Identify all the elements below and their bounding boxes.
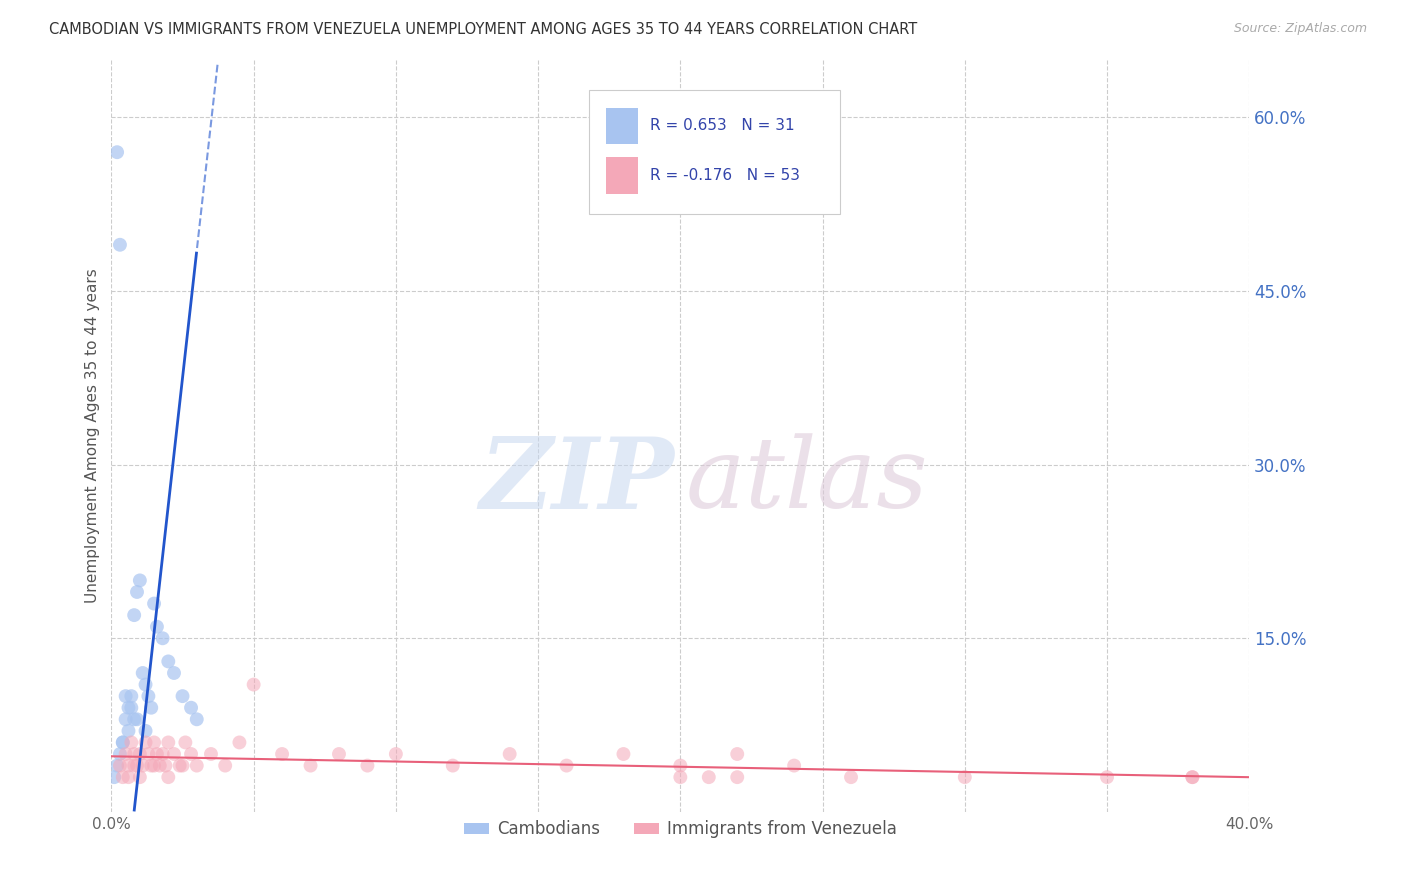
Point — [120, 689, 142, 703]
Point — [149, 758, 172, 772]
Point — [146, 620, 169, 634]
Point — [143, 735, 166, 749]
Point — [172, 689, 194, 703]
Point — [725, 747, 748, 761]
Point — [155, 758, 177, 772]
Point — [135, 677, 157, 691]
Point — [669, 770, 692, 784]
Point — [839, 770, 862, 784]
Point — [125, 585, 148, 599]
Point — [180, 700, 202, 714]
Point — [120, 735, 142, 749]
Point — [105, 758, 128, 772]
Point — [174, 735, 197, 749]
Point — [180, 747, 202, 761]
Text: R = 0.653   N = 31: R = 0.653 N = 31 — [650, 119, 794, 133]
Text: R = -0.176   N = 53: R = -0.176 N = 53 — [650, 168, 800, 183]
Point — [172, 758, 194, 772]
Point — [138, 747, 160, 761]
Point — [122, 747, 145, 761]
Point — [131, 665, 153, 680]
Point — [122, 712, 145, 726]
Point — [242, 677, 264, 691]
Point — [157, 735, 180, 749]
Point — [356, 758, 378, 772]
Point — [157, 770, 180, 784]
Text: atlas: atlas — [686, 434, 929, 529]
Point — [143, 597, 166, 611]
Point — [1181, 770, 1204, 784]
Point — [128, 574, 150, 588]
Point — [186, 712, 208, 726]
Point — [214, 758, 236, 772]
Text: Source: ZipAtlas.com: Source: ZipAtlas.com — [1233, 22, 1367, 36]
Point — [169, 758, 191, 772]
Point — [111, 735, 134, 749]
Point — [200, 747, 222, 761]
Point — [1181, 770, 1204, 784]
Point — [1095, 770, 1118, 784]
Point — [108, 758, 131, 772]
Point — [117, 700, 139, 714]
Point — [186, 758, 208, 772]
Point — [111, 735, 134, 749]
Point — [117, 770, 139, 784]
Point — [103, 770, 125, 784]
Point — [783, 758, 806, 772]
Point — [111, 770, 134, 784]
Point — [157, 655, 180, 669]
Point — [498, 747, 520, 761]
Text: CAMBODIAN VS IMMIGRANTS FROM VENEZUELA UNEMPLOYMENT AMONG AGES 35 TO 44 YEARS CO: CAMBODIAN VS IMMIGRANTS FROM VENEZUELA U… — [49, 22, 918, 37]
Point — [117, 723, 139, 738]
Point — [612, 747, 634, 761]
Legend: Cambodians, Immigrants from Venezuela: Cambodians, Immigrants from Venezuela — [457, 814, 904, 845]
Point — [953, 770, 976, 784]
Point — [128, 747, 150, 761]
Point — [135, 735, 157, 749]
Point — [143, 758, 166, 772]
Point — [299, 758, 322, 772]
Point — [441, 758, 464, 772]
FancyBboxPatch shape — [589, 90, 839, 214]
Point — [669, 758, 692, 772]
Point — [141, 758, 163, 772]
Point — [163, 747, 186, 761]
Point — [697, 770, 720, 784]
Point — [120, 700, 142, 714]
Point — [117, 758, 139, 772]
Bar — [606, 108, 638, 144]
Point — [163, 665, 186, 680]
Point — [122, 608, 145, 623]
Point — [146, 747, 169, 761]
Point — [128, 770, 150, 784]
Y-axis label: Unemployment Among Ages 35 to 44 years: Unemployment Among Ages 35 to 44 years — [86, 268, 100, 603]
Point — [138, 689, 160, 703]
Point — [152, 632, 174, 646]
Point — [725, 770, 748, 784]
Point — [125, 758, 148, 772]
Point — [228, 735, 250, 749]
Point — [385, 747, 408, 761]
Point — [114, 747, 136, 761]
Point — [108, 747, 131, 761]
Point — [555, 758, 578, 772]
Point — [114, 689, 136, 703]
Point — [108, 237, 131, 252]
Point — [271, 747, 294, 761]
Point — [122, 758, 145, 772]
Point — [328, 747, 350, 761]
Bar — [606, 157, 638, 194]
Point — [141, 700, 163, 714]
Point — [152, 747, 174, 761]
Point — [135, 723, 157, 738]
Point — [105, 145, 128, 160]
Point — [114, 712, 136, 726]
Point — [131, 758, 153, 772]
Text: ZIP: ZIP — [479, 433, 675, 529]
Point — [125, 712, 148, 726]
